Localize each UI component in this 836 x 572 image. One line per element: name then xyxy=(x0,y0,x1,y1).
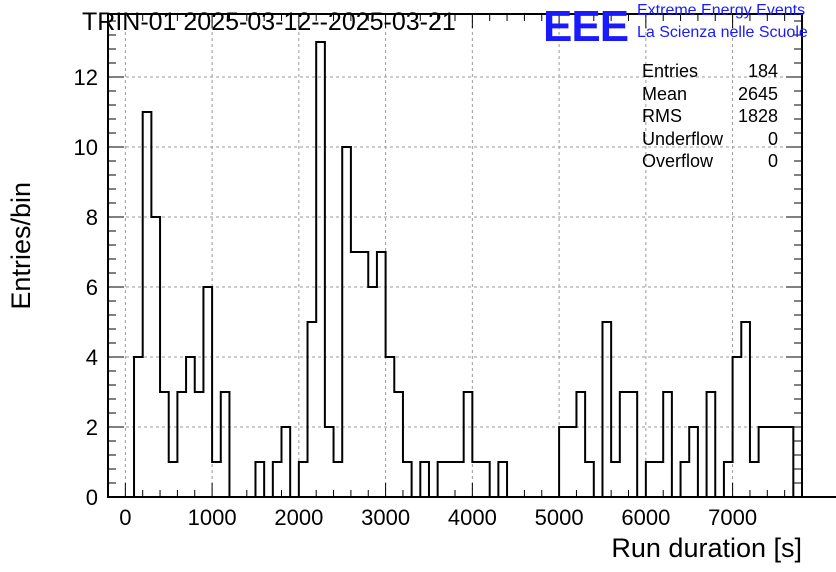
y-tick-labels: 0 2 4 6 8 10 12 xyxy=(74,65,98,510)
histogram-bin xyxy=(169,462,178,497)
histogram-bin xyxy=(151,217,160,497)
histogram-bin xyxy=(785,427,794,497)
logo-line-1: Extreme Energy Events xyxy=(637,2,806,19)
histogram-bin xyxy=(143,112,152,497)
histogram-bin xyxy=(602,322,611,497)
histogram-bin xyxy=(767,427,776,497)
histogram-bin xyxy=(568,427,577,497)
stats-row-mean: Mean 2645 xyxy=(642,83,778,104)
histogram-bin xyxy=(646,462,655,497)
histogram-bin xyxy=(360,252,369,497)
y-axis-label: Entries/bin xyxy=(6,182,36,310)
histogram-bin xyxy=(663,392,672,497)
plot-frame xyxy=(107,13,803,498)
histogram-bin xyxy=(681,462,690,497)
histogram-bin xyxy=(203,287,212,497)
y-tick-label: 10 xyxy=(74,135,98,160)
histogram-bin xyxy=(316,42,325,497)
histogram-bin xyxy=(733,357,742,497)
y-tick-label: 2 xyxy=(86,415,98,440)
histogram-bin xyxy=(585,462,594,497)
histogram-bin xyxy=(559,427,568,497)
eee-logo: EEE xyxy=(543,2,629,51)
histogram-bin xyxy=(160,392,169,497)
histogram-bin xyxy=(186,357,195,497)
histogram-bin xyxy=(308,322,317,497)
y-tick-label: 0 xyxy=(86,485,98,510)
histogram-bin xyxy=(481,462,490,497)
histogram-bin xyxy=(472,462,481,497)
x-tick-label: 2000 xyxy=(274,505,323,530)
x-tick-labels: 0 1000 2000 3000 4000 5000 6000 7000 xyxy=(119,505,757,530)
histogram-bin xyxy=(438,462,447,497)
stats-row-overflow: Overflow 0 xyxy=(642,151,778,171)
histogram-bin xyxy=(776,427,785,497)
histogram-bin xyxy=(299,462,308,497)
y-tick-label: 6 xyxy=(86,275,98,300)
stats-row-underflow: Underflow 0 xyxy=(642,128,778,149)
logo-line-2: La Scienza nelle Scuole xyxy=(637,24,808,41)
histogram-bin xyxy=(689,427,698,497)
x-tick-label: 6000 xyxy=(621,505,670,530)
histogram-bin xyxy=(386,357,395,497)
histogram-bin xyxy=(724,462,733,497)
histogram-bin xyxy=(741,322,750,497)
y-tick-label: 4 xyxy=(86,345,98,370)
histogram-bin xyxy=(403,462,412,497)
histogram-bin xyxy=(351,252,360,497)
histogram-bin xyxy=(576,392,585,497)
histogram-bin xyxy=(620,392,629,497)
histogram-bin xyxy=(750,462,759,497)
histogram-bin xyxy=(368,287,377,497)
histogram-bin xyxy=(212,462,221,497)
stats-row-rms: RMS 1828 xyxy=(642,106,778,126)
histogram-bin xyxy=(325,427,334,497)
x-tick-label: 1000 xyxy=(188,505,237,530)
histogram-bin xyxy=(420,462,429,497)
x-axis-label: Run duration [s] xyxy=(611,533,802,563)
chart-title: TRIN-01 2025-03-12--2025-03-21 xyxy=(82,8,456,36)
histogram-bin xyxy=(446,462,455,497)
histogram-bin xyxy=(334,462,343,497)
histogram-bin xyxy=(195,392,204,497)
histogram-bin xyxy=(255,462,264,497)
histogram-bin xyxy=(455,462,464,497)
histogram-bin xyxy=(221,392,230,497)
histogram-bin xyxy=(498,462,507,497)
y-tick-label: 12 xyxy=(74,65,98,90)
x-tick-label: 5000 xyxy=(535,505,584,530)
x-tick-label: 7000 xyxy=(708,505,757,530)
histogram-bin xyxy=(655,462,664,497)
histogram-bin xyxy=(629,392,638,497)
histogram-bin xyxy=(707,392,716,497)
histogram-bin xyxy=(377,252,386,497)
histogram-bin xyxy=(273,462,282,497)
histogram-bin xyxy=(464,392,473,497)
histogram-bin xyxy=(342,147,351,497)
histogram-bin xyxy=(177,392,186,497)
stats-box: Entries 184 Mean 2645 RMS 1828 Underflow 0 O… xyxy=(642,60,778,173)
x-tick-label: 4000 xyxy=(448,505,497,530)
x-tick-label: 3000 xyxy=(361,505,410,530)
histogram-bin xyxy=(394,392,403,497)
x-tick-label: 0 xyxy=(119,505,131,530)
histogram-bin xyxy=(759,427,768,497)
stats-row-entries: Entries 184 xyxy=(642,61,778,81)
histogram-bin xyxy=(611,462,620,497)
histogram-bin xyxy=(282,427,291,497)
histogram-bin xyxy=(134,357,143,497)
grid-lines xyxy=(108,14,802,497)
y-tick-label: 8 xyxy=(86,205,98,230)
